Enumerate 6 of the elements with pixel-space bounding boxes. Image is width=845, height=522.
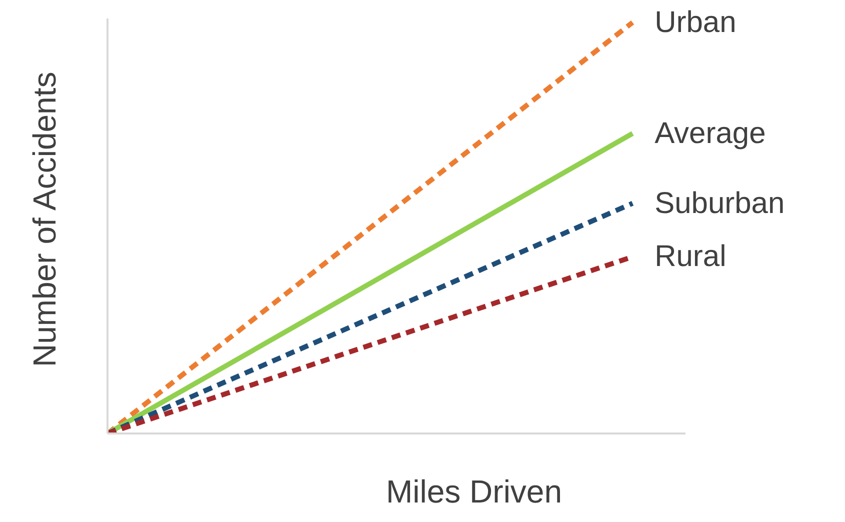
series-label: Urban (654, 6, 736, 39)
series-label: Suburban (654, 186, 785, 220)
series-label: Rural (654, 240, 726, 274)
series-label: Average (654, 116, 766, 150)
x-axis-title: Miles Driven (386, 474, 562, 510)
y-axis-title: Number of Accidents (26, 72, 62, 368)
